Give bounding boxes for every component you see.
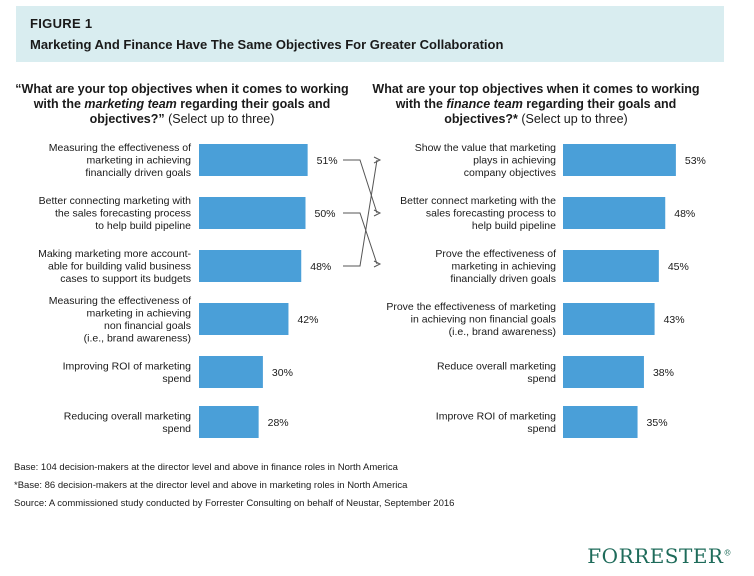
left-category-label-line: Improving ROI of marketing bbox=[63, 360, 192, 372]
right-question: What are your top objectives when it com… bbox=[366, 82, 706, 127]
forrester-logo: FORRESTER® bbox=[587, 544, 732, 568]
left-category-label-line: Reducing overall marketing bbox=[64, 410, 191, 422]
left-category-label-line: to help build pipeline bbox=[95, 220, 191, 232]
left-category-label-line: (i.e., brand awareness) bbox=[84, 332, 191, 344]
left-value-label-6: 28% bbox=[268, 417, 289, 429]
right-value-label-6: 35% bbox=[647, 417, 668, 429]
left-category-label-line: financially driven goals bbox=[85, 167, 191, 179]
right-category-label-6: Improve ROI of marketing spend bbox=[436, 410, 556, 435]
right-category-label-line: in achieving non financial goals bbox=[411, 314, 556, 326]
left-bar-1 bbox=[199, 144, 308, 176]
arrowhead-1 bbox=[373, 156, 382, 164]
right-category-label-line: spend bbox=[527, 373, 556, 385]
right-category-label-line: company objectives bbox=[464, 167, 556, 179]
left-value-label-4: 42% bbox=[297, 314, 318, 326]
right-bar-6 bbox=[563, 406, 638, 438]
connector-arrow-1 bbox=[343, 159, 378, 214]
left-value-label-3: 48% bbox=[310, 261, 331, 273]
right-category-label-line: Show the value that marketing bbox=[415, 142, 556, 154]
connector-arrows bbox=[343, 156, 382, 268]
figure-label: FIGURE 1 bbox=[30, 16, 93, 31]
left-category-label-1: Measuring the effectiveness of marketing … bbox=[49, 142, 191, 179]
left-category-label-5: Improving ROI of marketing spend bbox=[63, 360, 192, 385]
right-bar-chart: 53% Show the value that marketing plays in… bbox=[386, 142, 706, 438]
right-question-emph: finance team bbox=[446, 97, 523, 111]
right-value-label-5: 38% bbox=[653, 367, 674, 379]
header-accent bbox=[12, 6, 16, 62]
right-question-part2: regarding their goals and objectives?* bbox=[444, 97, 677, 126]
right-value-label-1: 53% bbox=[685, 155, 706, 167]
right-value-label-2: 48% bbox=[674, 208, 695, 220]
right-category-label-line: Better connect marketing with the bbox=[400, 195, 556, 207]
right-bar-1 bbox=[563, 144, 676, 176]
left-category-label-line: non financial goals bbox=[104, 320, 191, 332]
left-bar-2 bbox=[199, 197, 306, 229]
left-value-label-2: 50% bbox=[315, 208, 336, 220]
left-category-label-line: cases to support its budgets bbox=[60, 273, 191, 285]
left-category-label-line: able for building valid business bbox=[48, 261, 191, 273]
left-category-label-line: spend bbox=[162, 423, 191, 435]
left-category-label-2: Better connecting marketing with the sale… bbox=[39, 195, 191, 232]
footnote-base-finance: Base: 104 decision-makers at the directo… bbox=[14, 462, 398, 473]
arrowhead-2 bbox=[373, 209, 382, 217]
figure-title: Marketing And Finance Have The Same Obje… bbox=[30, 37, 504, 52]
right-question-select: (Select up to three) bbox=[517, 112, 628, 126]
right-category-label-3: Prove the effectiveness of marketing in a… bbox=[435, 248, 556, 285]
left-question: “What are your top objectives when it co… bbox=[12, 82, 352, 127]
right-category-label-line: Improve ROI of marketing bbox=[436, 410, 556, 422]
left-bar-3 bbox=[199, 250, 302, 282]
footnote-base-marketing: *Base: 86 decision-makers at the directo… bbox=[14, 480, 408, 491]
right-category-label-5: Reduce overall marketing spend bbox=[437, 360, 556, 385]
left-question-part1: “What are your top objectives when it co… bbox=[15, 82, 349, 111]
left-category-label-3: Making marketing more account-able for b… bbox=[38, 248, 191, 285]
right-category-label-line: marketing in achieving bbox=[452, 261, 557, 273]
right-category-label-line: Reduce overall marketing bbox=[437, 360, 556, 372]
right-category-label-line: plays in achieving bbox=[473, 155, 556, 167]
right-category-label-line: sales forecasting process to bbox=[426, 208, 556, 220]
left-bar-4 bbox=[199, 303, 289, 335]
right-bar-2 bbox=[563, 197, 666, 229]
left-bar-5 bbox=[199, 356, 263, 388]
left-category-label-line: Making marketing more account- bbox=[38, 248, 191, 260]
left-question-emph: marketing team bbox=[84, 97, 177, 111]
footnote-source: Source: A commissioned study conducted b… bbox=[14, 498, 455, 509]
left-question-select: (Select up to three) bbox=[164, 112, 275, 126]
right-category-label-1: Show the value that marketing plays in ac… bbox=[415, 142, 556, 179]
left-category-label-line: Measuring the effectiveness of bbox=[49, 295, 191, 307]
right-bar-4 bbox=[563, 303, 655, 335]
right-category-label-line: (i.e., brand awareness) bbox=[449, 326, 556, 338]
connector-arrow-3 bbox=[343, 159, 378, 267]
connector-arrow-2 bbox=[343, 212, 378, 265]
right-bar-5 bbox=[563, 356, 644, 388]
right-category-label-2: Better connect marketing with the sales f… bbox=[400, 195, 556, 232]
left-category-label-line: marketing in achieving bbox=[87, 155, 192, 167]
right-bar-3 bbox=[563, 250, 659, 282]
right-value-label-4: 43% bbox=[664, 314, 685, 326]
right-category-label-line: financially driven goals bbox=[450, 273, 556, 285]
left-category-label-line: marketing in achieving bbox=[87, 307, 192, 319]
left-bar-chart: 51%Measuring the effectiveness of marketi… bbox=[38, 142, 338, 438]
right-category-label-line: Prove the effectiveness of marketing bbox=[386, 301, 556, 313]
left-category-label-6: Reducing overall marketing spend bbox=[64, 410, 191, 435]
left-question-part2: regarding their goals and objectives?” bbox=[89, 97, 331, 126]
left-value-label-1: 51% bbox=[317, 155, 338, 167]
right-value-label-3: 45% bbox=[668, 261, 689, 273]
left-category-label-4: Measuring the effectiveness of marketing … bbox=[49, 295, 191, 345]
right-category-label-line: help build pipeline bbox=[472, 220, 556, 232]
left-category-label-line: Better connecting marketing with bbox=[39, 195, 191, 207]
right-category-label-4: Prove the effectiveness of marketing in a… bbox=[386, 301, 556, 338]
left-category-label-line: spend bbox=[162, 373, 191, 385]
figure-header: FIGURE 1 Marketing And Finance Have The … bbox=[12, 6, 724, 62]
arrowhead-3 bbox=[373, 260, 382, 268]
right-question-part1: What are your top objectives when it com… bbox=[372, 82, 700, 111]
right-category-label-line: spend bbox=[527, 423, 556, 435]
logo-registered-mark: ® bbox=[723, 548, 732, 558]
logo-text: FORRESTER bbox=[587, 544, 724, 568]
right-category-label-line: Prove the effectiveness of bbox=[435, 248, 556, 260]
left-category-label-line: Measuring the effectiveness of bbox=[49, 142, 191, 154]
left-bar-6 bbox=[199, 406, 259, 438]
left-category-label-line: the sales forecasting process bbox=[55, 208, 191, 220]
left-value-label-5: 30% bbox=[272, 367, 293, 379]
